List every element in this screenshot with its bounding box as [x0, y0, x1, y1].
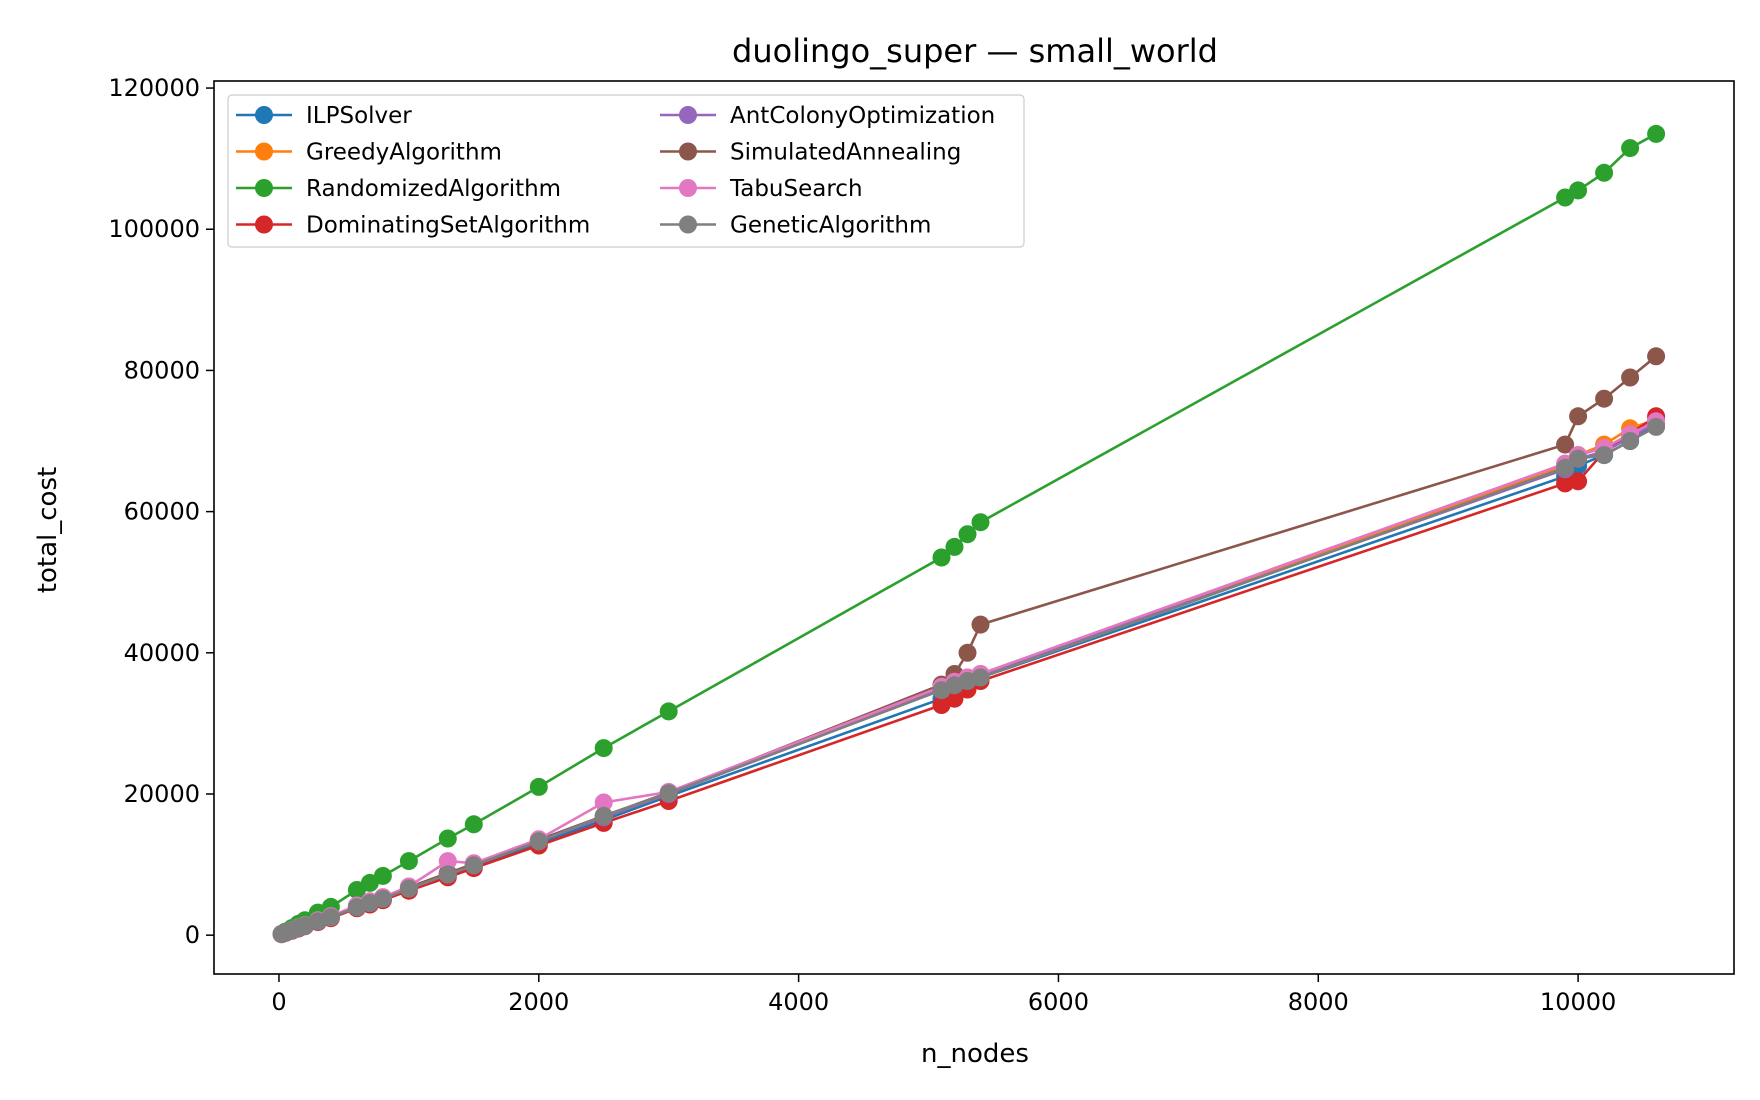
legend: ILPSolver GreedyAlgorithm RandomizedAlgori… [227, 94, 1025, 248]
data-point [958, 525, 977, 544]
legend-marker [255, 142, 273, 161]
chart-title: duolingo_super — small_world [732, 32, 1218, 70]
y-tick-label: 60000 [124, 498, 200, 526]
y-tick-label: 120000 [108, 74, 200, 102]
data-point [1621, 368, 1640, 387]
data-point [945, 537, 964, 556]
data-point [438, 829, 457, 848]
legend-label: SimulatedAnnealing [730, 140, 961, 166]
data-point [1595, 389, 1614, 408]
y-tick-label: 40000 [124, 639, 200, 667]
x-tick-label: 0 [271, 988, 286, 1016]
data-point [1556, 435, 1575, 454]
x-tick-label: 10000 [1540, 988, 1616, 1016]
data-point [373, 889, 392, 908]
data-point [529, 832, 548, 851]
data-point [529, 777, 548, 796]
data-point [464, 856, 483, 875]
legend-marker [255, 215, 273, 234]
series-RandomizedAlgorithm [272, 124, 1666, 943]
legend-item-TabuSearch: TabuSearch [660, 176, 863, 202]
x-axis-label: n_nodes [921, 1039, 1029, 1069]
data-point [1647, 124, 1666, 143]
data-point [438, 852, 457, 871]
data-point [399, 852, 418, 871]
data-point [1647, 347, 1666, 366]
data-point [971, 513, 990, 532]
y-axis: 0 20000 40000 60000 80000 100000 120000 [108, 74, 214, 949]
legend-marker [255, 106, 273, 124]
data-point [399, 879, 418, 898]
legend-item-DominatingSetAlgorithm: DominatingSetAlgorithm [236, 213, 590, 239]
plot-area [272, 124, 1666, 944]
legend-item-ILPSolver: ILPSolver [236, 103, 412, 129]
legend-label: AntColonyOptimization [730, 103, 995, 129]
legend-item-GeneticAlgorithm: GeneticAlgorithm [660, 213, 931, 239]
x-tick-label: 2000 [508, 988, 569, 1016]
legend-item-SimulatedAnnealing: SimulatedAnnealing [660, 140, 961, 166]
y-tick-label: 100000 [108, 215, 200, 243]
data-point [1569, 472, 1588, 491]
legend-item-RandomizedAlgorithm: RandomizedAlgorithm [236, 176, 561, 202]
legend-label: ILPSolver [306, 103, 412, 129]
data-point [1621, 139, 1640, 158]
legend-marker [679, 142, 697, 161]
data-point [945, 689, 964, 708]
data-point [1647, 417, 1666, 436]
data-point [971, 668, 990, 687]
data-point [438, 865, 457, 884]
data-point [1569, 181, 1588, 200]
data-point [464, 815, 483, 834]
data-point [659, 702, 678, 721]
data-point [1595, 446, 1614, 465]
data-point [1621, 432, 1640, 450]
data-point [1569, 407, 1588, 426]
legend-label: DominatingSetAlgorithm [306, 213, 590, 239]
y-axis-label: total_cost [33, 467, 63, 593]
legend-marker [679, 179, 697, 197]
y-tick-label: 80000 [124, 356, 200, 384]
data-point [594, 793, 613, 812]
legend-marker [255, 179, 273, 197]
x-tick-label: 8000 [1288, 988, 1349, 1016]
data-point [1556, 458, 1575, 477]
data-point [373, 866, 392, 885]
data-point [958, 643, 977, 662]
y-tick-label: 20000 [124, 780, 200, 808]
legend-label: GeneticAlgorithm [730, 213, 931, 239]
data-point [594, 806, 613, 825]
legend-item-GreedyAlgorithm: GreedyAlgorithm [236, 140, 502, 166]
legend-label: TabuSearch [729, 176, 863, 202]
data-point [321, 908, 340, 927]
series-GeneticAlgorithm [272, 417, 1666, 944]
x-tick-label: 4000 [768, 988, 829, 1016]
y-tick-label: 0 [185, 921, 200, 949]
legend-label: RandomizedAlgorithm [306, 176, 561, 202]
legend-label: GreedyAlgorithm [306, 140, 502, 166]
data-point [971, 615, 990, 634]
plot-frame [213, 80, 1735, 975]
data-point [594, 739, 613, 758]
legend-box [227, 94, 1025, 248]
legend-marker [679, 106, 697, 124]
legend-marker [679, 215, 697, 234]
x-tick-label: 6000 [1028, 988, 1089, 1016]
data-point [932, 548, 951, 567]
data-point [659, 784, 678, 803]
data-point [1569, 449, 1588, 468]
x-axis: 0 2000 4000 6000 8000 10000 [271, 974, 1616, 1016]
data-point [1595, 163, 1614, 182]
legend-item-AntColonyOptimization: AntColonyOptimization [660, 103, 995, 129]
